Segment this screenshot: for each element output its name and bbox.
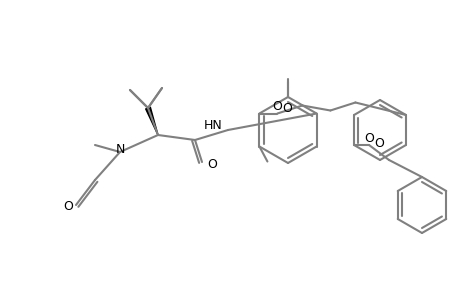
Text: O: O (63, 200, 73, 214)
Polygon shape (146, 107, 157, 135)
Text: O: O (373, 136, 383, 149)
Text: HN: HN (204, 118, 223, 131)
Text: N: N (115, 142, 124, 155)
Text: O: O (207, 158, 216, 170)
Text: O: O (363, 131, 373, 145)
Text: O: O (282, 102, 291, 115)
Text: O: O (272, 100, 282, 113)
